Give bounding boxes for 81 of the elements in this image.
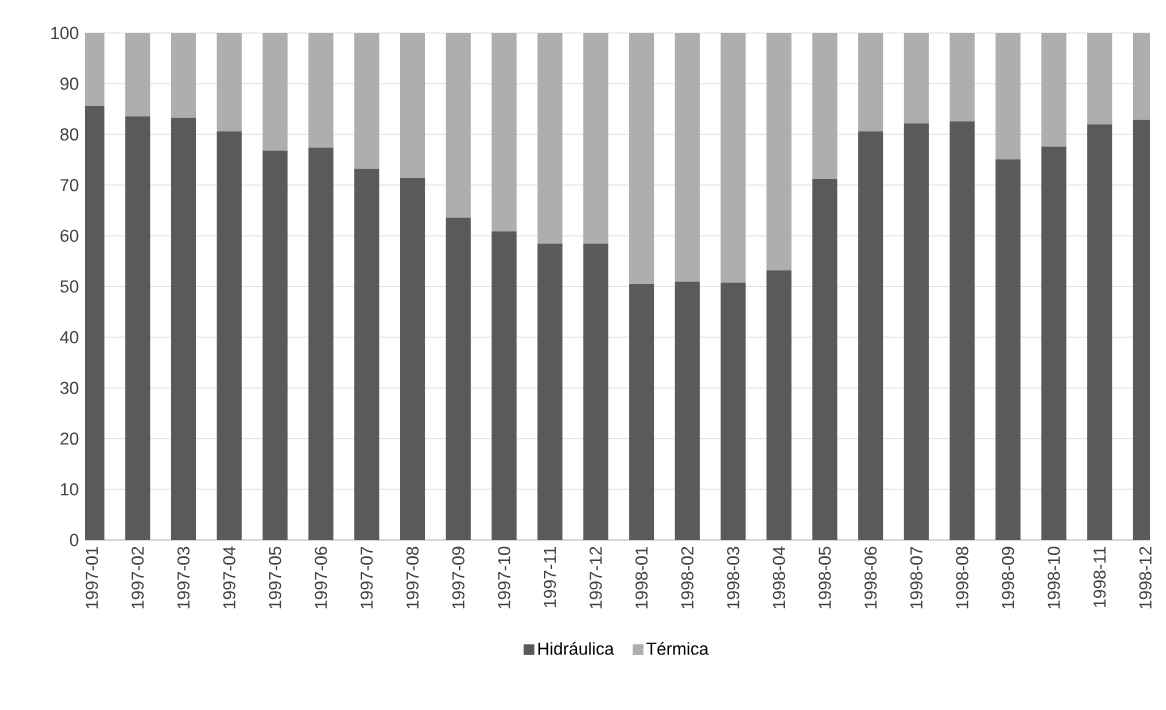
bar xyxy=(537,32,563,244)
y-tick-label: 100 xyxy=(51,26,79,40)
bar xyxy=(949,32,975,122)
bar xyxy=(629,32,655,284)
x-tick-label: 1998-04 xyxy=(772,546,786,609)
y-tick-label: 90 xyxy=(60,77,79,90)
bar xyxy=(170,32,196,118)
bar xyxy=(674,281,700,540)
bar xyxy=(720,32,746,283)
x-tick-label: 1997-12 xyxy=(589,546,602,609)
x-tick-label: 1997-11 xyxy=(543,546,557,608)
y-tick-label: 0 xyxy=(69,533,79,547)
bar xyxy=(858,32,884,132)
x-tick-label: 1997-08 xyxy=(406,546,419,609)
bar xyxy=(674,32,700,282)
bar xyxy=(766,270,792,540)
bar xyxy=(125,116,151,540)
y-tick-label: 10 xyxy=(61,483,79,496)
bar xyxy=(216,32,242,132)
bar xyxy=(354,32,380,169)
bar xyxy=(720,282,746,540)
bar xyxy=(1041,32,1067,147)
bar xyxy=(216,131,242,540)
bar xyxy=(400,178,426,540)
x-tick-label: 1998-03 xyxy=(727,546,740,609)
bar xyxy=(995,32,1021,160)
x-tick-label: 1998-01 xyxy=(635,546,648,609)
bar xyxy=(445,217,471,540)
bar xyxy=(858,131,884,540)
x-tick-label: 1998-02 xyxy=(681,546,694,609)
bar xyxy=(125,32,151,117)
bar xyxy=(491,231,517,540)
bar xyxy=(812,179,838,540)
bar xyxy=(400,32,426,178)
x-tick-label: 1998-09 xyxy=(1001,546,1015,609)
y-tick-label: 50 xyxy=(60,280,79,293)
bar xyxy=(491,32,517,232)
y-tick-label: 80 xyxy=(60,128,79,141)
bar xyxy=(903,123,929,540)
bar xyxy=(308,32,334,148)
x-tick-label: 1997-07 xyxy=(360,546,373,609)
x-tick-label: 1997-01 xyxy=(85,546,99,609)
x-tick-label: 1997-04 xyxy=(223,546,236,609)
x-tick-label: 1998-07 xyxy=(910,546,923,609)
bar xyxy=(262,32,288,151)
y-tick-label: 20 xyxy=(60,432,79,445)
bar xyxy=(537,243,563,540)
bar xyxy=(995,159,1021,540)
y-tick-label: 60 xyxy=(60,229,79,242)
x-tick-label: 1997-10 xyxy=(498,546,511,609)
bar xyxy=(262,150,288,540)
bar xyxy=(1041,146,1067,540)
bar xyxy=(629,283,655,540)
y-tick-label: 30 xyxy=(60,381,79,395)
x-tick-label: 1997-06 xyxy=(314,546,328,609)
x-tick-label: 1998-08 xyxy=(956,546,969,609)
bar xyxy=(354,168,380,540)
bar xyxy=(445,32,471,218)
bar xyxy=(1087,32,1113,125)
x-tick-label: 1997-09 xyxy=(452,546,465,609)
y-tick-label: 70 xyxy=(60,178,79,192)
x-tick-label: 1998-12 xyxy=(1139,546,1152,609)
bar xyxy=(170,117,196,540)
x-tick-label: 1997-02 xyxy=(131,546,144,609)
legend-label: Térmica xyxy=(646,641,709,655)
y-tick-label: 40 xyxy=(60,331,79,344)
bar xyxy=(1087,124,1113,540)
x-tick-label: 1998-10 xyxy=(1047,546,1060,609)
x-tick-label: 1998-05 xyxy=(818,546,831,609)
bar xyxy=(583,32,609,244)
x-tick-label: 1998-06 xyxy=(864,546,877,609)
x-tick-label: 1997-05 xyxy=(268,546,282,609)
legend-label: Hidráulica xyxy=(538,641,615,655)
bar xyxy=(812,32,838,180)
bar xyxy=(949,121,975,540)
bar xyxy=(903,32,929,124)
bar xyxy=(308,147,334,540)
x-tick-label: 1997-03 xyxy=(177,546,190,609)
bar xyxy=(766,32,792,271)
x-tick-label: 1998-11 xyxy=(1093,546,1106,608)
bar xyxy=(583,243,609,540)
